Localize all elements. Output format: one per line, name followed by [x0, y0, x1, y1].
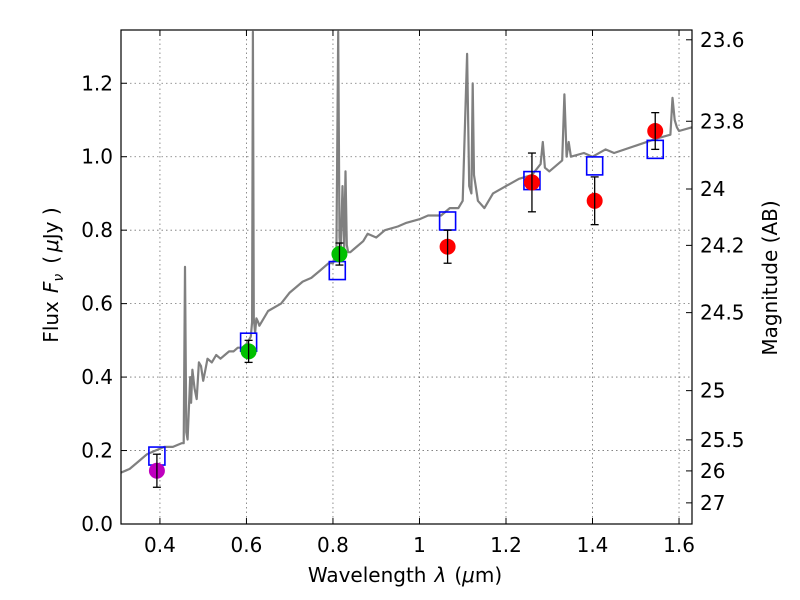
y2-tick-label: 24	[700, 177, 725, 201]
y-tick-label: 0.8	[81, 218, 113, 242]
model-photometry-series	[148, 139, 665, 466]
grid	[121, 30, 692, 525]
y2-tick-label: 23.6	[700, 28, 745, 52]
y-tick-label: 0.2	[81, 439, 113, 463]
y-tick-label: 0.6	[81, 292, 113, 316]
y2-tick-label: 24.5	[700, 301, 745, 325]
spectrum-series	[120, 30, 693, 474]
x-tick-label: 0.4	[144, 533, 176, 557]
plot-frame	[120, 29, 693, 525]
observed-photometry-series	[148, 111, 664, 488]
y2-axis-title: Magnitude (AB)	[758, 200, 782, 355]
x-tick-label: 0.8	[317, 533, 349, 557]
y2-tick-label: 24.2	[700, 233, 745, 257]
y2-tick-label: 25	[700, 379, 725, 403]
x-tick-label: 0.6	[231, 533, 263, 557]
x-tick-label: 1.2	[490, 533, 522, 557]
x-tick-label: 1	[413, 533, 426, 557]
x-tick-label: 1.6	[663, 533, 695, 557]
y2-axis-ticks: 23.6 23.8 24 24.2 24.5 25 25.5 26 27	[686, 28, 745, 515]
x-axis-title: Wavelength λ (μm)	[308, 563, 502, 587]
model-square-marker	[585, 156, 604, 176]
y2-tick-label: 27	[700, 491, 725, 515]
y2-tick-label: 25.5	[700, 428, 745, 452]
y-axis-ticks: 0.0 0.2 0.4 0.6 0.8 1.0 1.2	[81, 71, 127, 536]
y-tick-label: 1.0	[81, 145, 113, 169]
y-tick-label: 0.0	[81, 512, 113, 536]
y-tick-label: 1.2	[81, 71, 113, 95]
x-axis-ticks: 0.4 0.6 0.8 1 1.2 1.4 1.6	[144, 30, 695, 557]
y-tick-label: 0.4	[81, 365, 113, 389]
x-tick-label: 1.4	[577, 533, 609, 557]
y-axis-title: FluxFν(μJy )	[39, 207, 67, 342]
y2-tick-label: 26	[700, 459, 725, 483]
y2-tick-label: 23.8	[700, 109, 745, 133]
spectrum-line	[120, 30, 693, 474]
